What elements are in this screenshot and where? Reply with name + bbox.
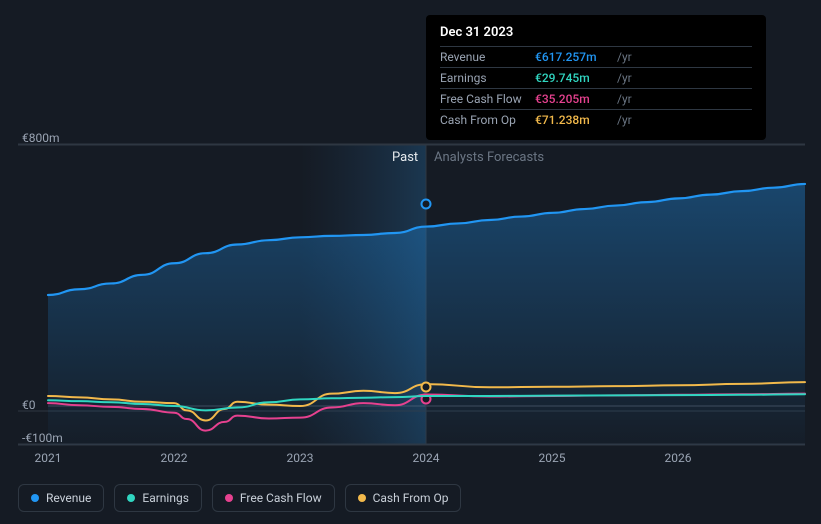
tooltip-row-unit: /yr [613,113,752,127]
tooltip-row-label: Revenue [440,50,535,64]
legend-label: Cash From Op [373,491,449,505]
legend-label: Earnings [142,491,189,505]
tooltip-row-unit: /yr [613,92,752,106]
chart-tooltip: Dec 31 2023 Revenue€617.257m/yrEarnings€… [426,15,766,140]
forecast-label: Analysts Forecasts [434,150,544,165]
legend-dot-icon [127,494,135,502]
tooltip-row-value: €35.205m [535,92,613,106]
tooltip-row-value: €71.238m [535,113,613,127]
x-axis-label: 2022 [161,451,188,465]
x-axis-label: 2026 [665,451,692,465]
tooltip-row-unit: /yr [613,71,752,85]
legend-label: Revenue [46,491,91,505]
tooltip-row-label: Earnings [440,71,535,85]
tooltip-row-value: €29.745m [535,71,613,85]
legend-item-earnings[interactable]: Earnings [114,484,202,512]
legend-item-revenue[interactable]: Revenue [18,484,104,512]
y-axis-label: -€100m [22,431,63,445]
y-axis-label: €800m [22,131,60,145]
tooltip-row-unit: /yr [613,50,752,64]
tooltip-row-label: Free Cash Flow [440,92,535,106]
tooltip-row: Free Cash Flow€35.205m/yr [440,88,752,109]
legend-dot-icon [31,494,39,502]
tooltip-row-value: €617.257m [535,50,613,64]
legend-label: Free Cash Flow [240,491,322,505]
legend-dot-icon [225,494,233,502]
tooltip-row-label: Cash From Op [440,113,535,127]
chart-legend: Revenue Earnings Free Cash Flow Cash From O… [18,484,461,512]
tooltip-date: Dec 31 2023 [440,25,752,46]
tooltip-row: Cash From Op€71.238m/yr [440,109,752,130]
past-label: Past [392,150,418,165]
x-axis-label: 2021 [35,451,62,465]
tooltip-rows: Revenue€617.257m/yrEarnings€29.745m/yrFr… [440,46,752,130]
legend-item-free-cash-flow[interactable]: Free Cash Flow [212,484,335,512]
x-axis-label: 2025 [539,451,566,465]
x-axis-label: 2023 [287,451,314,465]
tooltip-row: Revenue€617.257m/yr [440,46,752,67]
x-axis-label: 2024 [413,451,440,465]
y-axis-label: €0 [22,398,36,412]
legend-item-cash-from-op[interactable]: Cash From Op [345,484,462,512]
tooltip-row: Earnings€29.745m/yr [440,67,752,88]
financials-chart: Past Analysts Forecasts Dec 31 2023 Reve… [0,0,821,524]
legend-dot-icon [358,494,366,502]
